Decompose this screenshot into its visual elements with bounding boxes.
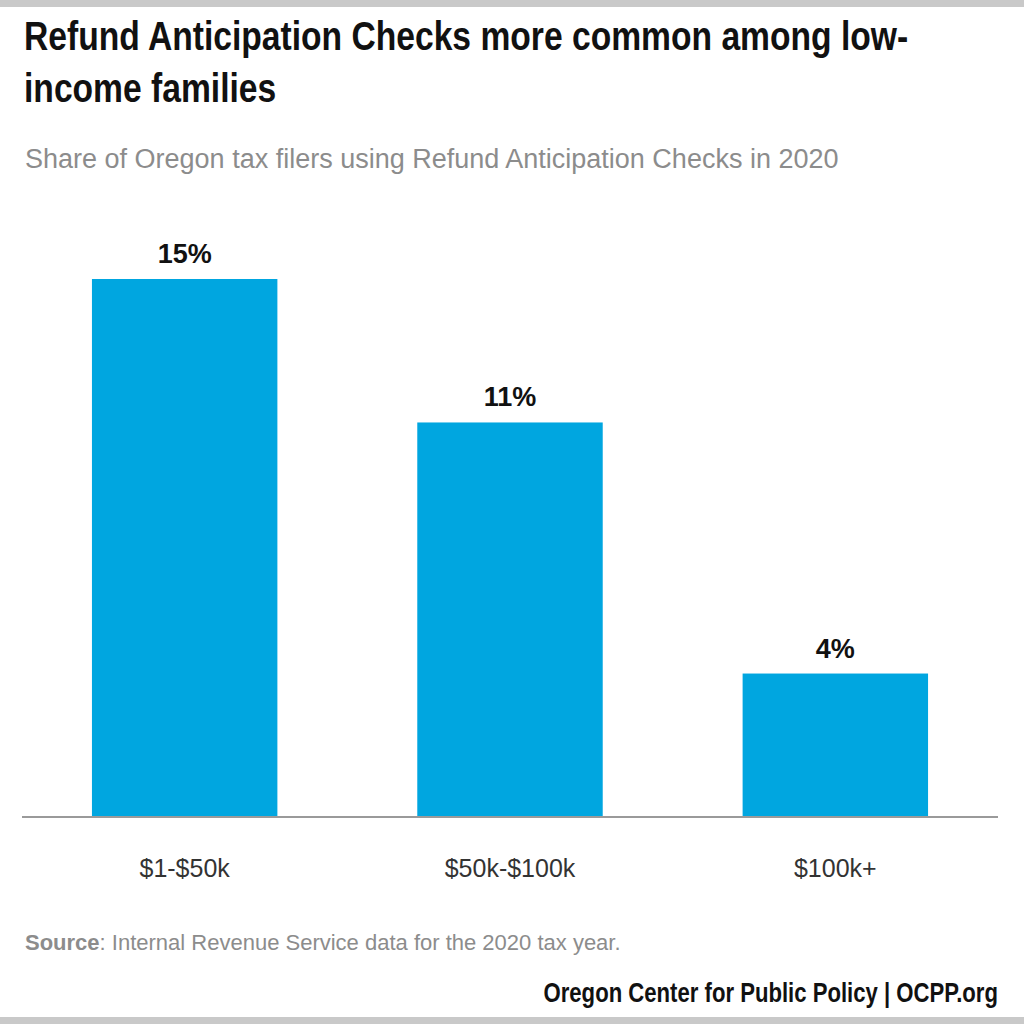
category-label: $100k+ [794, 854, 877, 882]
category-label: $50k-$100k [445, 854, 576, 882]
source: Source: Internal Revenue Service data fo… [25, 930, 621, 955]
data-label: 11% [484, 382, 537, 412]
credit: Oregon Center for Public Policy | OCPP.o… [544, 978, 998, 1008]
bar [743, 674, 928, 817]
bar [417, 422, 602, 817]
top-band [0, 0, 1024, 7]
bottom-band [0, 1017, 1024, 1024]
bar [92, 279, 277, 817]
category-label: $1-$50k [139, 854, 230, 882]
subtitle: Share of Oregon tax filers using Refund … [25, 144, 838, 174]
chart-stage: Refund Anticipation Checks more common a… [0, 0, 1024, 1024]
chart-title: Refund Anticipation Checks more common a… [24, 10, 1000, 114]
baseline [22, 816, 998, 818]
bars [92, 279, 928, 817]
data-label: 4% [816, 634, 855, 664]
data-label: 15% [158, 239, 212, 269]
chart-svg: Share of Oregon tax filers using Refund … [0, 0, 1024, 1024]
